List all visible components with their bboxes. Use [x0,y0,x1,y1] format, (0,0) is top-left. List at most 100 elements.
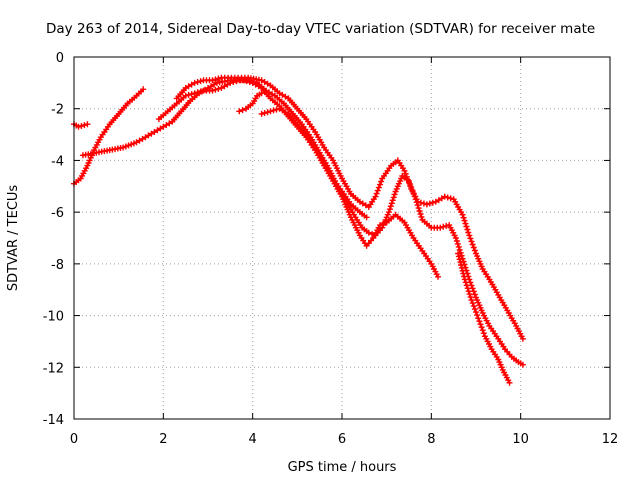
series-arc-b [71,86,147,187]
data-point [470,244,477,251]
data-point [251,79,258,85]
data-point [194,89,201,96]
data-point [78,123,85,129]
data-point [465,229,472,236]
data-point [473,309,479,316]
x-tick-label: 12 [602,432,619,447]
data-point [258,110,265,117]
data-point [413,199,420,206]
data-point [468,238,475,245]
data-point [388,200,395,207]
data-point [453,238,460,244]
chart-title: Day 263 of 2014, Sidereal Day-to-day VTE… [46,21,595,37]
data-point [444,194,451,201]
data-point [389,197,396,204]
data-point [467,294,474,301]
data-point [462,220,469,227]
data-point [120,144,127,151]
y-tick-label: -14 [43,413,64,428]
data-point [477,321,484,328]
data-point [468,297,475,304]
series-line [157,79,524,366]
data-point [227,79,234,86]
data-point [466,232,473,239]
data-point [479,327,486,334]
data-point [412,196,419,203]
data-point [463,282,470,289]
data-point [215,85,222,92]
data-point [506,379,513,386]
data-point [407,181,414,188]
data-point [248,78,255,85]
data-point [415,205,422,212]
data-point [423,201,430,208]
data-point [469,300,476,307]
data-point [464,285,471,292]
data-point [365,229,372,236]
data-point [471,291,478,298]
data-point [212,86,219,93]
data-point [474,312,481,319]
data-point [230,79,237,85]
data-point [454,240,461,247]
data-point [519,361,526,368]
y-tick-label: -4 [51,154,64,169]
series-arc-c [79,77,441,280]
grid [74,57,610,419]
data-point [194,79,201,85]
data-point [264,109,271,116]
data-point [455,250,462,257]
data-point [209,87,216,94]
data-point [470,288,477,295]
data-point [191,90,198,97]
data-point [410,190,417,197]
data-point [416,208,423,214]
data-point [455,243,462,250]
x-tick-label: 4 [249,432,257,447]
plot-frame [73,56,611,420]
x-tick-label: 2 [159,432,167,447]
data-point [258,90,265,97]
data-point [420,200,427,207]
x-tick-label: 0 [70,432,78,447]
data-point [261,110,268,116]
data-point [377,181,383,188]
data-point [373,190,380,197]
data-point [441,193,448,200]
data-point [418,213,425,220]
data-point [463,223,470,230]
data-point [458,262,465,268]
data-point [402,170,409,177]
data-point [480,330,487,337]
x-tick-label: 6 [338,432,346,447]
data-point [464,226,471,233]
data-point [401,167,408,174]
data-point [411,193,418,200]
data-point [478,324,485,331]
data-point [391,191,398,198]
data-point [440,223,447,230]
data-point [476,318,483,325]
data-point [363,214,370,221]
series-arc-e [155,77,526,368]
data-point [429,199,436,206]
data-point [197,78,204,85]
data-point [267,108,274,115]
data-point [209,77,216,84]
data-point [471,247,478,254]
data-point [191,79,198,86]
data-point [460,214,467,221]
y-tick-label: -8 [51,258,64,273]
tick-labels: 0 2 4 6 8 10 12 0 -2 -4 -6 -8 -10 -12 -14 [43,51,619,447]
data-point [75,123,82,130]
data-point [375,184,382,191]
data-point [239,107,246,113]
data-point [386,206,393,213]
data-point [84,121,91,128]
data-point [437,224,444,231]
data-point [188,91,195,98]
data-point [456,246,463,253]
series-arc-g [258,105,370,221]
y-axis-label: SDTVAR / TECUs [6,185,21,292]
data-point [459,211,466,218]
